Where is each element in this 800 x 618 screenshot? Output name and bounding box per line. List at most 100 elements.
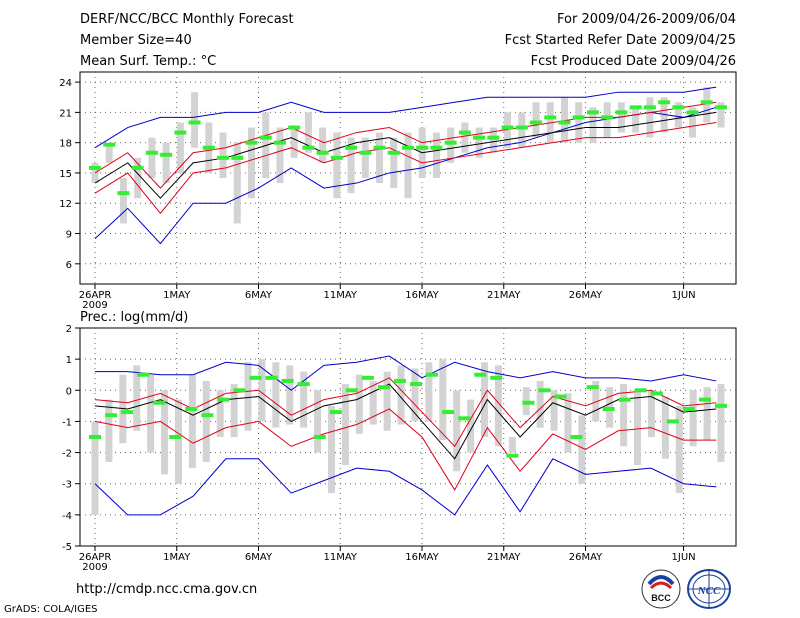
prec-median-marker <box>570 435 583 439</box>
prec-median-marker <box>233 388 246 393</box>
prec-median-marker <box>650 391 663 396</box>
prec-ytick-label: 1 <box>66 355 72 366</box>
ncc-logo: NCC <box>687 569 731 609</box>
temp-median-marker <box>174 130 187 135</box>
forecast-title: DERF/NCC/BCC Monthly Forecast <box>80 12 294 27</box>
prec-median-marker <box>217 397 230 402</box>
temp-box <box>703 87 711 123</box>
prec-xtick-label: 26APR <box>79 552 112 563</box>
prec-ytick-label: 0 <box>66 386 72 397</box>
prec-upper-spread-line <box>94 377 717 448</box>
prec-median-marker <box>121 410 134 415</box>
prec-xtick-label: 11MAY <box>323 552 357 563</box>
temp-median-marker <box>686 110 699 115</box>
prec-box <box>620 384 628 447</box>
temp-median-marker <box>658 100 671 105</box>
temp-box <box>176 122 184 173</box>
temp-box <box>432 132 440 178</box>
temp-box <box>162 142 170 184</box>
temp-median-marker <box>288 125 301 130</box>
prec-panel: -5 -4 -3 -2 -1 0 1 2 26APR 1MAY 6MAY 11MAY 16MAY 21MA… <box>62 324 737 573</box>
prec-ytick-label: -4 <box>62 511 72 522</box>
temp-panel: 6 9 12 15 18 21 24 26APR 1MAY 6MAY 11MAY 16MAY 21MAY… <box>59 71 737 311</box>
prec-median-marker <box>698 397 711 402</box>
temp-box <box>248 127 255 199</box>
temp-xtick-label: 11MAY <box>323 290 357 301</box>
temp-median-marker <box>330 155 343 160</box>
temp-frame <box>79 71 737 285</box>
prec-box <box>216 390 224 437</box>
prec-ytick-label: 2 <box>66 324 72 335</box>
prec-ytick-label: -1 <box>62 417 72 428</box>
temp-median-marker <box>615 110 628 115</box>
bcc-logo: BCC <box>641 569 681 609</box>
prec-median-marker <box>682 406 695 411</box>
temp-median-marker <box>473 135 486 140</box>
prec-box <box>647 390 655 437</box>
temp-median-marker <box>530 120 543 125</box>
prec-ytick-label: -3 <box>62 480 72 491</box>
prec-box <box>536 380 544 428</box>
temp-median-marker <box>231 155 244 160</box>
prec-median-marker <box>426 372 439 377</box>
prec-xtick-label: 21MAY <box>487 552 521 563</box>
temp-box <box>561 97 568 143</box>
temp-xtick-label: 1JUN <box>672 290 696 301</box>
prec-median-marker <box>602 406 615 411</box>
prec-box <box>230 384 238 437</box>
temp-median-marker <box>402 145 414 150</box>
prec-median-marker <box>522 400 535 405</box>
temp-median-marker <box>487 135 500 140</box>
prec-median-marker <box>249 375 262 380</box>
temp-median-marker <box>672 105 685 110</box>
prec-median-marker <box>281 378 294 383</box>
source-url[interactable]: http://cmdp.ncc.cma.gov.cn <box>76 582 258 597</box>
temp-upper-range-line <box>94 86 717 149</box>
temp-box <box>489 127 497 153</box>
temp-median-marker <box>103 142 116 147</box>
prec-median-marker <box>474 372 487 377</box>
temp-median-marker <box>458 130 471 135</box>
temp-box <box>233 142 241 224</box>
temp-median-marker <box>558 120 571 125</box>
prec-median-marker <box>297 382 310 387</box>
temp-xtick-label: 26APR <box>79 290 112 301</box>
prec-box <box>717 384 725 462</box>
temp-box <box>404 132 412 199</box>
temp-median-marker <box>700 100 713 105</box>
prec-box <box>411 368 419 422</box>
temp-median-marker <box>629 105 642 110</box>
prec-box <box>258 359 266 422</box>
prec-box <box>634 390 642 466</box>
prec-median-marker <box>538 388 551 393</box>
temp-box <box>361 137 369 178</box>
temp-box <box>518 112 526 148</box>
temp-box <box>105 142 113 163</box>
temp-xtick-label: 26MAY <box>569 290 603 301</box>
prec-upper-range-line <box>95 355 717 391</box>
prec-xtick-label: 6MAY <box>245 552 273 563</box>
prec-median-marker <box>265 375 278 380</box>
prec-mean-line <box>94 383 717 460</box>
variable-label: Mean Surf. Temp.: °C <box>80 54 217 69</box>
temp-median-marker <box>430 145 443 150</box>
prec-median-marker <box>458 416 471 421</box>
temp-median-marker <box>572 115 585 120</box>
prec-max-line <box>94 458 717 516</box>
temp-box <box>91 162 99 184</box>
prec-median-marker <box>618 397 631 402</box>
temp-ytick-label: 9 <box>66 230 72 241</box>
temp-ytick-label: 18 <box>59 139 72 150</box>
temp-box <box>717 102 725 128</box>
temp-box <box>461 122 469 153</box>
temp-box <box>134 157 142 199</box>
temp-median-marker <box>544 115 557 120</box>
prec-box <box>508 437 516 453</box>
temp-box <box>191 92 199 148</box>
temp-median-marker <box>515 125 528 130</box>
prec-box <box>550 390 558 431</box>
temp-median-marker <box>302 145 315 150</box>
ncc-logo-text: NCC <box>697 585 721 597</box>
temp-ytick-label: 15 <box>59 169 72 180</box>
temp-median-marker <box>245 140 258 145</box>
